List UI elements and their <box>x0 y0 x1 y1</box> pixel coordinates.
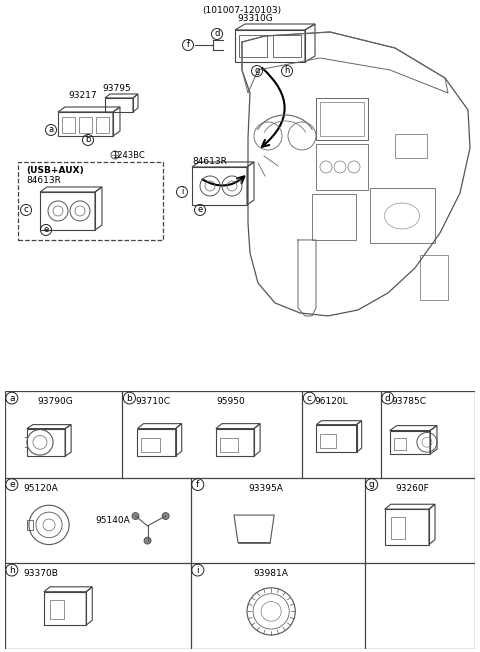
Bar <box>142 438 159 452</box>
Text: f: f <box>196 480 199 489</box>
Text: 93217: 93217 <box>68 91 96 100</box>
Bar <box>420 255 448 300</box>
Text: 84613R: 84613R <box>192 157 227 166</box>
Text: d: d <box>385 394 391 402</box>
Text: 96120L: 96120L <box>314 397 348 406</box>
Text: (101007-120103): (101007-120103) <box>203 6 282 15</box>
Bar <box>390 430 430 454</box>
Bar <box>192 167 247 205</box>
Bar <box>137 428 176 456</box>
Bar <box>27 428 65 456</box>
Text: 93981A: 93981A <box>254 569 288 578</box>
Text: 93790G: 93790G <box>37 397 72 406</box>
Bar <box>316 144 368 190</box>
Text: c: c <box>24 205 28 215</box>
Bar <box>385 509 429 544</box>
Text: a: a <box>48 125 54 134</box>
Text: b: b <box>127 394 132 402</box>
Bar <box>50 600 64 619</box>
Text: f: f <box>187 40 190 50</box>
Bar <box>273 35 301 57</box>
Bar <box>316 98 368 140</box>
FancyArrowPatch shape <box>262 68 285 147</box>
Text: 1243BC: 1243BC <box>112 151 145 160</box>
Bar <box>27 520 33 530</box>
Bar <box>40 192 95 230</box>
Bar <box>220 438 238 452</box>
Bar <box>79 117 92 133</box>
Bar <box>216 428 254 456</box>
Text: 93710C: 93710C <box>135 397 170 406</box>
Bar <box>235 30 305 62</box>
Text: 93785C: 93785C <box>392 397 427 406</box>
Bar <box>44 592 86 625</box>
Bar <box>394 438 406 450</box>
Text: e: e <box>43 226 48 235</box>
Bar <box>58 112 113 136</box>
Circle shape <box>144 537 151 544</box>
Bar <box>321 434 336 448</box>
FancyArrowPatch shape <box>203 177 244 186</box>
Text: (USB+AUX): (USB+AUX) <box>26 166 84 175</box>
Circle shape <box>132 512 139 520</box>
Text: 84613R: 84613R <box>26 176 61 185</box>
Text: i: i <box>196 565 199 574</box>
Text: 93395A: 93395A <box>249 484 284 493</box>
Bar <box>391 517 405 539</box>
Bar <box>105 98 133 112</box>
Text: 95950: 95950 <box>216 397 245 406</box>
Bar <box>312 194 356 240</box>
Bar <box>320 102 364 136</box>
Circle shape <box>162 512 169 520</box>
Text: 95120A: 95120A <box>23 484 58 493</box>
Bar <box>62 117 75 133</box>
Bar <box>239 35 267 57</box>
Bar <box>395 134 427 158</box>
Text: a: a <box>9 394 14 402</box>
Text: e: e <box>197 205 203 215</box>
Text: 93310G: 93310G <box>237 14 273 23</box>
Text: h: h <box>9 565 15 574</box>
Text: h: h <box>284 67 290 76</box>
Bar <box>316 424 357 452</box>
Text: b: b <box>85 136 91 145</box>
Bar <box>18 162 163 240</box>
Bar <box>96 117 109 133</box>
Text: 95140A: 95140A <box>95 516 130 525</box>
Text: g: g <box>369 480 374 489</box>
Text: d: d <box>214 29 220 38</box>
Text: g: g <box>254 67 260 76</box>
Text: e: e <box>9 480 15 489</box>
Text: 93260F: 93260F <box>395 484 429 493</box>
Text: 93795: 93795 <box>102 84 131 93</box>
Text: c: c <box>307 394 312 402</box>
Text: i: i <box>181 188 183 196</box>
Bar <box>370 188 435 243</box>
Text: 93370B: 93370B <box>23 569 58 578</box>
